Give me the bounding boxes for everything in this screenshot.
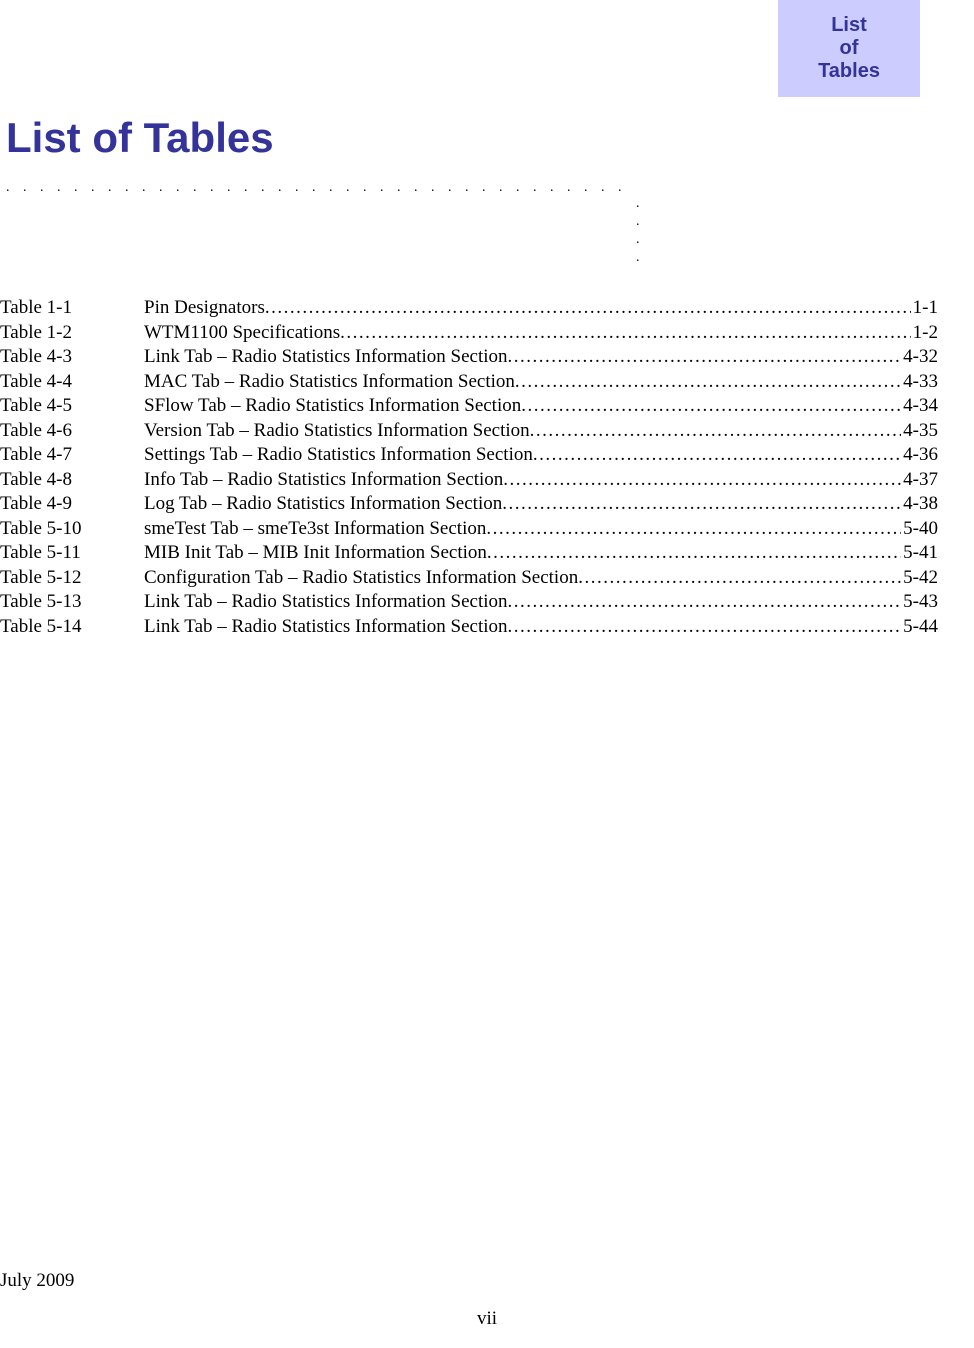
toc-page: 5-44: [901, 615, 938, 640]
toc-page: 4-34: [901, 394, 938, 419]
toc-page: 5-41: [901, 541, 938, 566]
toc-label: Table 4-5: [0, 394, 144, 419]
header-tab-line1: List: [778, 14, 920, 37]
toc-row: Table 5-10 smeTest Tab – smeTe3st Inform…: [0, 517, 938, 542]
toc-leader: [521, 394, 901, 419]
toc-page: 4-38: [901, 492, 938, 517]
toc-row: Table 4-8 Info Tab – Radio Statistics In…: [0, 468, 938, 493]
toc-label: Table 5-13: [0, 590, 144, 615]
toc-row: Table 5-12 Configuration Tab – Radio Sta…: [0, 566, 938, 591]
toc-leader: [503, 468, 901, 493]
header-tab-line3: Tables: [778, 60, 920, 83]
toc-row: Table 4-9 Log Tab – Radio Statistics Inf…: [0, 492, 938, 517]
toc-page: 4-36: [901, 443, 938, 468]
toc-title: Link Tab – Radio Statistics Information …: [144, 345, 508, 370]
toc-title: SFlow Tab – Radio Statistics Information…: [144, 394, 521, 419]
toc-label: Table 5-11: [0, 541, 144, 566]
page-title: List of Tables: [6, 114, 274, 162]
toc-label: Table 4-8: [0, 468, 144, 493]
toc-leader: [340, 321, 911, 346]
toc-label: Table 4-6: [0, 419, 144, 444]
footer-date: July 2009: [0, 1270, 74, 1292]
dot-rule-horizontal: . . . . . . . . . . . . . . . . . . . . …: [6, 180, 624, 196]
toc-page: 4-37: [901, 468, 938, 493]
toc-page: 1-2: [911, 321, 938, 346]
toc-title: Configuration Tab – Radio Statistics Inf…: [144, 566, 578, 591]
toc-title: WTM1100 Specifications: [144, 321, 340, 346]
toc-row: Table 5-11 MIB Init Tab – MIB Init Infor…: [0, 541, 938, 566]
header-tab: List of Tables: [778, 0, 920, 97]
toc-label: Table 5-14: [0, 615, 144, 640]
toc-leader: [508, 615, 902, 640]
toc-row: Table 4-5 SFlow Tab – Radio Statistics I…: [0, 394, 938, 419]
toc-row: Table 4-6 Version Tab – Radio Statistics…: [0, 419, 938, 444]
toc-row: Table 4-3 Link Tab – Radio Statistics In…: [0, 345, 938, 370]
toc-title: Link Tab – Radio Statistics Information …: [144, 615, 508, 640]
toc-leader: [487, 541, 901, 566]
toc-page: 5-42: [901, 566, 938, 591]
toc-leader: [508, 590, 902, 615]
dot-rule-vertical: ....: [636, 195, 640, 267]
toc-title: Log Tab – Radio Statistics Information S…: [144, 492, 502, 517]
toc-title: Version Tab – Radio Statistics Informati…: [144, 419, 530, 444]
toc-leader: [515, 370, 901, 395]
toc-title: Link Tab – Radio Statistics Information …: [144, 590, 508, 615]
toc-label: Table 1-2: [0, 321, 144, 346]
toc-leader: [533, 443, 901, 468]
toc-leader: [486, 517, 901, 542]
toc-label: Table 4-3: [0, 345, 144, 370]
toc-page: 4-32: [901, 345, 938, 370]
toc-page: 5-43: [901, 590, 938, 615]
toc-leader: [508, 345, 902, 370]
toc-leader: [578, 566, 901, 591]
toc-title: MIB Init Tab – MIB Init Information Sect…: [144, 541, 487, 566]
toc-row: Table 5-13 Link Tab – Radio Statistics I…: [0, 590, 938, 615]
toc-title: Pin Designators: [144, 296, 265, 321]
toc-row: Table 4-7 Settings Tab – Radio Statistic…: [0, 443, 938, 468]
toc-title: Info Tab – Radio Statistics Information …: [144, 468, 503, 493]
toc-label: Table 5-10: [0, 517, 144, 542]
toc-row: Table 1-1 Pin Designators 1-1: [0, 296, 938, 321]
toc-leader: [502, 492, 901, 517]
toc-title: MAC Tab – Radio Statistics Information S…: [144, 370, 515, 395]
footer-page-number: vii: [0, 1308, 974, 1330]
toc-page: 5-40: [901, 517, 938, 542]
toc-label: Table 4-9: [0, 492, 144, 517]
toc-page: 4-35: [901, 419, 938, 444]
header-tab-line2: of: [778, 37, 920, 60]
toc-leader: [530, 419, 902, 444]
toc-row: Table 1-2 WTM1100 Specifications 1-2: [0, 321, 938, 346]
toc-label: Table 4-4: [0, 370, 144, 395]
page: List of Tables List of Tables . . . . . …: [0, 0, 974, 1348]
toc-label: Table 5-12: [0, 566, 144, 591]
toc-row: Table 5-14 Link Tab – Radio Statistics I…: [0, 615, 938, 640]
toc-label: Table 4-7: [0, 443, 144, 468]
toc-title: Settings Tab – Radio Statistics Informat…: [144, 443, 533, 468]
toc-row: Table 4-4 MAC Tab – Radio Statistics Inf…: [0, 370, 938, 395]
toc-title: smeTest Tab – smeTe3st Information Secti…: [144, 517, 486, 542]
toc-leader: [265, 296, 911, 321]
toc-page: 1-1: [911, 296, 938, 321]
toc-page: 4-33: [901, 370, 938, 395]
toc-list: Table 1-1 Pin Designators 1-1 Table 1-2 …: [0, 296, 938, 639]
toc-label: Table 1-1: [0, 296, 144, 321]
